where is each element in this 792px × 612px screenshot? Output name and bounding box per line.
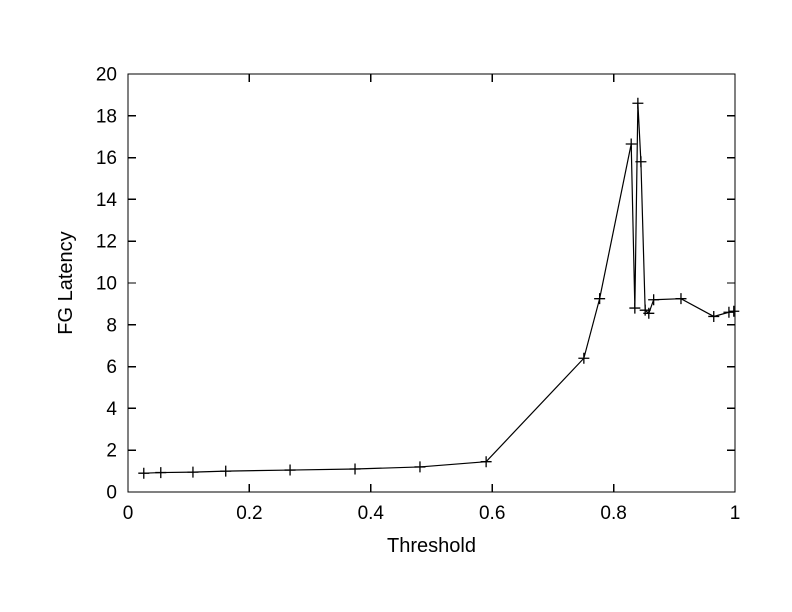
y-tick-label: 12 [96,232,117,253]
y-tick-label: 6 [106,357,117,378]
y-tick-label: 18 [96,106,117,127]
x-tick-label: 0.6 [479,503,505,524]
y-tick-label: 8 [106,315,117,336]
y-tick-label: 20 [96,65,117,86]
y-tick-label: 0 [106,483,117,504]
x-tick-label: 0 [123,503,134,524]
x-axis-label: Threshold [387,535,476,557]
y-tick-label: 2 [106,441,117,462]
y-tick-label: 4 [106,399,117,420]
tick-layer [127,73,736,493]
data-series-layer [138,97,740,479]
x-tick-label: 0.4 [358,503,385,524]
x-tick-label: 1 [730,503,741,524]
x-tick-label: 0.2 [236,503,262,524]
data-point-markers [138,97,740,479]
y-axis-label: FG Latency [55,231,77,334]
x-tick-label: 0.8 [600,503,626,524]
y-tick-label: 14 [96,190,118,211]
y-tick-label: 16 [96,148,117,169]
y-tick-label: 10 [96,274,117,295]
